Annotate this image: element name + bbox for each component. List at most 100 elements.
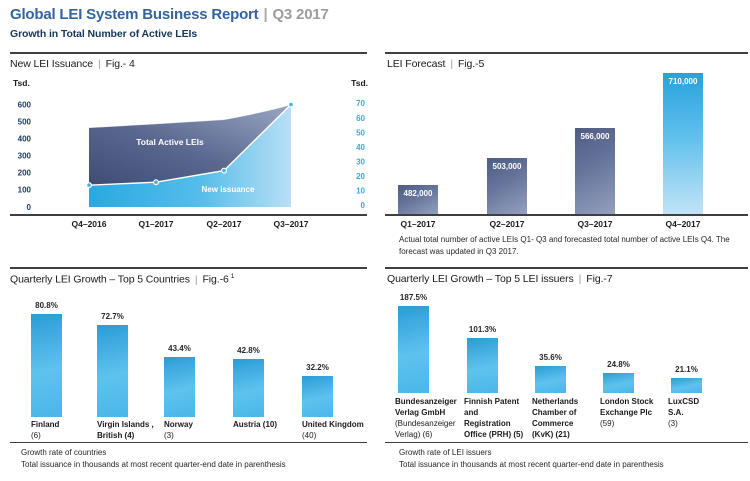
fig4-left-tick: 600 [18,100,32,109]
fig4-data-marker [153,179,160,186]
fig5-caption: Actual total number of active LEIs Q1- Q… [399,235,730,256]
fig7-category-line: (KvK) (21) [532,430,570,439]
fig7-category-line: Verlag) (6) [395,430,433,439]
fig7-bar [535,366,566,393]
fig5-x-label: Q2–2017 [489,219,525,229]
fig7-category-line: Netherlands [532,397,579,406]
fig6-category-label: Norway (3) [164,420,236,441]
fig7-title-text: Quarterly LEI Growth – Top 5 LEI issuers [387,273,574,285]
fig6-category-line: Finland [31,420,60,429]
title-separator: | [263,6,268,23]
fig6-category-label: Austria (10) [233,420,305,431]
fig5-bar-value-label: 503,000 [492,162,522,171]
fig6-category-line: (3) [164,430,174,440]
fig6-category-line: (6) [31,430,41,440]
rule-top-right [385,52,748,54]
fig7-category-line: S.A. [668,408,684,417]
fig5-x-label: Q1–2017 [400,219,436,229]
fig6-category-label: Virgin Islands , British (4) [97,420,169,441]
fig7-bar [467,338,498,393]
fig6-category-line: Austria (10) [233,420,278,429]
fig6-category-label: United Kingdom (40) [302,420,374,441]
fig4-x-label: Q3–2017 [273,219,309,229]
fig5-bar [575,128,615,214]
fig7-category-line: Verlag GmbH [395,408,446,417]
fig6-bar [97,325,128,417]
fig4-left-tick: 300 [18,152,32,161]
fig6-footnote-marker: 1 [230,273,235,280]
fig4-x-axis-line [10,214,367,216]
fig7-caption-line1: Growth rate of LEI issuers [399,448,492,457]
fig7-category-line: Exchange Plc [600,408,653,417]
rule-mid-left [10,267,367,269]
fig5-title-separator: | [450,58,453,70]
fig4-data-marker [85,182,92,189]
fig7-value-label: 35.6% [539,353,562,362]
page-title-text: Global LEI System Business Report [10,6,259,23]
fig5-x-label: Q4–2017 [665,219,701,229]
fig4-title-text: New LEI Issuance [10,58,94,70]
fig7-category-line: (3) [668,419,678,428]
fig4-right-tick: 50 [356,128,365,137]
fig6-value-label: 42.8% [237,346,260,355]
fig4-series-label-total-active: Total Active LEIs [136,137,204,147]
fig4-right-tick: 20 [356,172,365,181]
fig7-category-label: London Stock Exchange Plc (59) [600,396,672,429]
fig6-value-label: 72.7% [101,312,124,321]
fig6-bar [31,314,62,417]
fig7-category-line: (59) [600,419,615,428]
fig4-right-tick: 0 [361,201,366,210]
fig7-category-line: Registration [464,419,511,428]
fig6-category-line: United Kingdom [302,420,364,429]
fig5-x-axis-line [385,214,748,216]
fig5-bar [487,158,527,214]
fig4-left-tick: 0 [27,203,32,212]
fig7-title: Quarterly LEI Growth – Top 5 LEI issuers… [387,273,613,285]
fig4-right-axis-unit: Tsd. [351,78,368,88]
fig6-category-label: Finland (6) [31,420,103,441]
fig7-caption: Growth rate of LEI issuers Total issuanc… [399,447,739,470]
fig7-bar [671,378,702,393]
page-title-period: Q3 2017 [272,6,329,23]
fig4-title: New LEI Issuance | Fig.- 4 [10,58,135,70]
rule-bottom-left [10,442,367,443]
fig4-data-marker [221,167,228,174]
fig5-bar [398,185,438,214]
fig5-bar [663,73,703,214]
fig6-category-line: Norway [164,420,193,429]
fig6-bar [302,376,333,417]
fig7-caption-line2: Total issuance in thousands at most rece… [399,459,664,469]
fig7-category-line: (Bundesanzeiger [395,419,456,428]
fig4-title-separator: | [98,58,101,70]
page-subtitle: Growth in Total Number of Active LEIs [10,28,198,40]
fig6-title: Quarterly LEI Growth – Top 5 Countries | F… [10,273,234,286]
fig7-category-label: Bundesanzeiger Verlag GmbH (Bundesanzeiger… [395,396,467,440]
fig7-category-label: Finnish Patent and Registration Office (PRH… [464,396,536,440]
fig6-bar [164,357,195,417]
fig6-category-line: Virgin Islands , [97,420,154,429]
fig4-total-active-area [89,104,291,186]
fig7-value-label: 187.5% [399,293,428,302]
fig7-fig-label: Fig.-7 [586,273,613,285]
fig7-bar [398,306,429,393]
fig6-category-line: (40) [302,430,317,440]
fig7-category-label: Netherlands Chamber of Commerce (KvK) (21) [532,396,604,440]
fig5-bar-value-label: 566,000 [580,132,610,141]
fig7-category-line: Office (PRH) (5) [464,430,524,439]
fig4-left-tick: 100 [18,186,32,195]
fig6-caption: Growth rate of countries Total issuance … [21,447,361,470]
fig4-left-tick: 500 [18,117,32,126]
fig4-new-issuance-line [88,104,292,186]
fig7-title-separator: | [578,273,582,285]
fig4-left-tick: 200 [18,169,32,178]
fig4-right-tick: 30 [356,157,365,166]
rule-top-left [10,52,367,54]
fig4-right-tick: 60 [356,114,365,123]
page-title: Global LEI System Business Report | Q3 201… [10,6,329,23]
fig7-category-line: LuxCSD [668,397,700,406]
fig5-title-text: LEI Forecast [387,58,446,70]
fig6-bar [233,359,264,417]
fig4-fig-label: Fig.- 4 [105,58,135,70]
fig4-right-tick: 40 [356,143,365,152]
